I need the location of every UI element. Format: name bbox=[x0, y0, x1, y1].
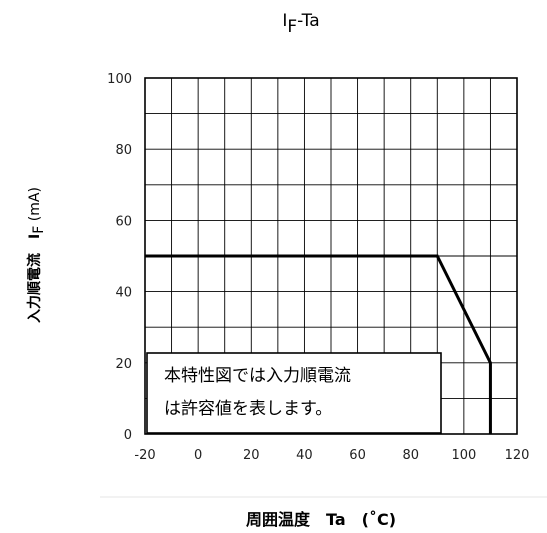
chart-title-main: I bbox=[282, 11, 287, 31]
annotation-box: 本特性図では入力順電流 は許容値を表します。 bbox=[146, 352, 442, 434]
x-tick-label: 80 bbox=[402, 448, 419, 463]
x-tick-label: 120 bbox=[505, 448, 530, 463]
y-tick-label: 40 bbox=[115, 286, 132, 301]
y-tick-label: 100 bbox=[107, 72, 132, 87]
annotation-frame bbox=[146, 352, 442, 434]
x-axis-ticks: -20 0 20 40 60 80 100 120 bbox=[134, 448, 529, 463]
chart-title-sub: F bbox=[287, 17, 297, 37]
y-axis-label-sub: F bbox=[31, 226, 47, 234]
x-tick-label: 20 bbox=[243, 448, 260, 463]
chart-title-suffix: -Ta bbox=[297, 11, 320, 31]
y-axis-label-suffix: (mA) bbox=[27, 187, 43, 226]
x-tick-label: 0 bbox=[194, 448, 202, 463]
series-line bbox=[145, 254, 492, 434]
y-tick-label: 20 bbox=[115, 357, 132, 372]
chart-title: IF-Ta bbox=[282, 11, 319, 37]
x-tick-label: 60 bbox=[349, 448, 366, 463]
y-axis-ticks: 0 20 40 60 80 100 bbox=[107, 72, 132, 443]
x-tick-label: 40 bbox=[296, 448, 313, 463]
annotation-line-1: 本特性図では入力順電流 bbox=[164, 366, 351, 386]
y-axis-label: 入力順電流 IF (mA) bbox=[26, 187, 47, 323]
series bbox=[145, 254, 492, 434]
x-tick-label: -20 bbox=[134, 448, 155, 463]
y-tick-label: 60 bbox=[115, 214, 132, 229]
x-tick-label: 100 bbox=[451, 448, 476, 463]
y-tick-label: 0 bbox=[124, 428, 132, 443]
y-axis-label-main: 入力順電流 I bbox=[26, 234, 43, 323]
x-axis-label: 周囲温度 Ta (˚C) bbox=[246, 510, 396, 529]
y-tick-label: 80 bbox=[115, 143, 132, 158]
annotation-line-2: は許容値を表します。 bbox=[164, 399, 332, 419]
